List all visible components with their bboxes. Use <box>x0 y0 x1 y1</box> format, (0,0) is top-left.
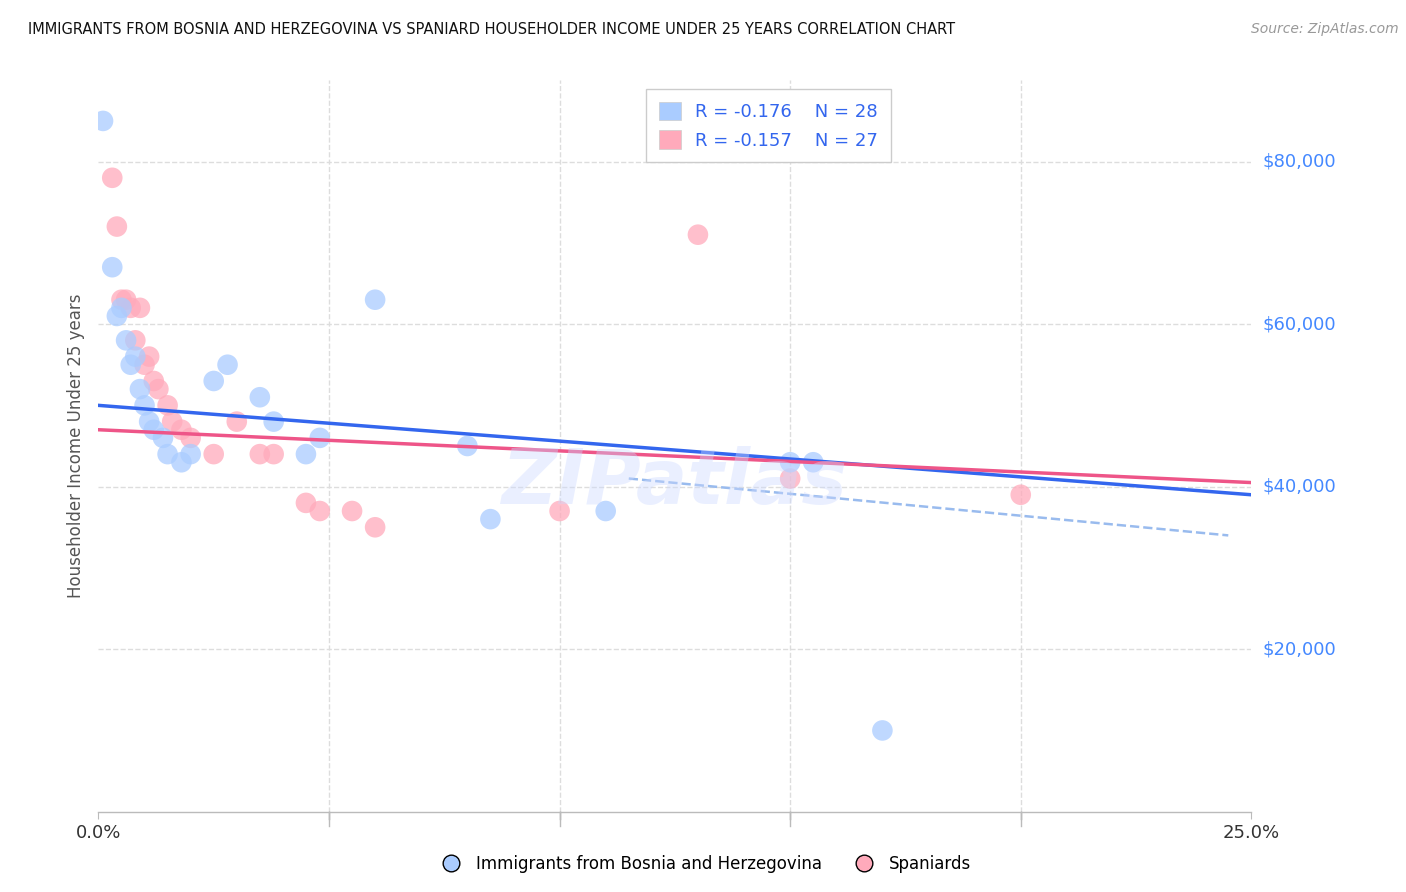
Point <box>152 431 174 445</box>
Point <box>364 520 387 534</box>
Text: IMMIGRANTS FROM BOSNIA AND HERZEGOVINA VS SPANIARD HOUSEHOLDER INCOME UNDER 25 Y: IMMIGRANTS FROM BOSNIA AND HERZEGOVINA V… <box>28 22 955 37</box>
Point <box>138 415 160 429</box>
Point <box>308 431 330 445</box>
Point <box>249 390 271 404</box>
Point <box>801 455 824 469</box>
Point <box>295 447 318 461</box>
Point <box>263 447 285 461</box>
Point <box>170 455 193 469</box>
Point <box>548 504 571 518</box>
Point <box>105 219 128 234</box>
Point <box>456 439 478 453</box>
Point <box>249 447 271 461</box>
Legend: Immigrants from Bosnia and Herzegovina, Spaniards: Immigrants from Bosnia and Herzegovina, … <box>427 848 979 880</box>
Text: $80,000: $80,000 <box>1263 153 1336 170</box>
Text: $40,000: $40,000 <box>1263 477 1336 496</box>
Point <box>142 374 165 388</box>
Point <box>134 358 156 372</box>
Point <box>129 301 152 315</box>
Text: $60,000: $60,000 <box>1263 315 1336 333</box>
Y-axis label: Householder Income Under 25 years: Householder Income Under 25 years <box>66 293 84 599</box>
Point <box>595 504 617 518</box>
Legend: R = -0.176    N = 28, R = -0.157    N = 27: R = -0.176 N = 28, R = -0.157 N = 27 <box>647 89 890 162</box>
Text: ZIPatlas: ZIPatlas <box>502 446 848 519</box>
Point <box>110 301 132 315</box>
Point <box>105 309 128 323</box>
Point <box>217 358 239 372</box>
Point <box>120 358 142 372</box>
Point <box>295 496 318 510</box>
Point <box>1010 488 1032 502</box>
Point <box>142 423 165 437</box>
Text: Source: ZipAtlas.com: Source: ZipAtlas.com <box>1251 22 1399 37</box>
Point <box>180 431 202 445</box>
Point <box>129 382 152 396</box>
Point <box>340 504 363 518</box>
Point <box>686 227 709 242</box>
Point <box>872 723 894 738</box>
Point <box>263 415 285 429</box>
Point <box>308 504 330 518</box>
Point <box>115 293 138 307</box>
Point <box>202 447 225 461</box>
Point <box>120 301 142 315</box>
Point <box>101 260 124 275</box>
Point <box>110 293 132 307</box>
Point <box>148 382 170 396</box>
Point <box>779 471 801 485</box>
Point <box>101 170 124 185</box>
Text: $20,000: $20,000 <box>1263 640 1336 658</box>
Point <box>479 512 502 526</box>
Point <box>115 334 138 348</box>
Point <box>170 423 193 437</box>
Point <box>180 447 202 461</box>
Point <box>124 350 146 364</box>
Point <box>124 334 146 348</box>
Point <box>160 415 183 429</box>
Point <box>202 374 225 388</box>
Point <box>156 447 179 461</box>
Point <box>779 455 801 469</box>
Point <box>225 415 247 429</box>
Point <box>156 398 179 412</box>
Point <box>134 398 156 412</box>
Point <box>138 350 160 364</box>
Point <box>91 114 114 128</box>
Point <box>364 293 387 307</box>
